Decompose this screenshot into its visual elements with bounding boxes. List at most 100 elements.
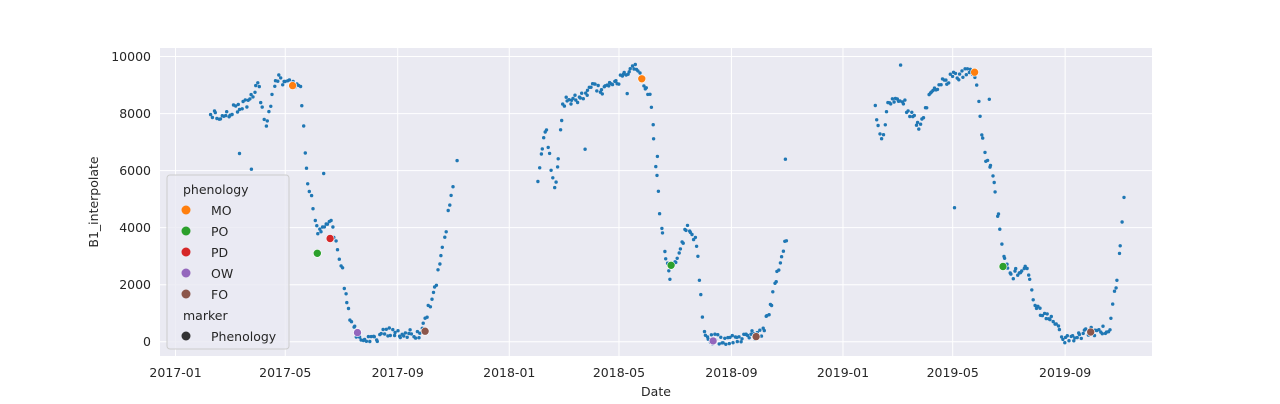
observation-point bbox=[694, 244, 699, 248]
observation-point bbox=[921, 116, 926, 120]
observation-point bbox=[564, 95, 568, 99]
legend-swatch-fo bbox=[181, 289, 191, 299]
observation-point bbox=[769, 303, 774, 308]
observation-point bbox=[384, 327, 388, 331]
observation-point bbox=[573, 93, 577, 97]
observation-point bbox=[554, 180, 558, 184]
y-tick-label: 2000 bbox=[119, 277, 151, 292]
legend-label-po: PO bbox=[211, 224, 229, 239]
x-tick-label: 2018-09 bbox=[705, 365, 757, 380]
observation-point bbox=[1120, 220, 1124, 224]
observation-point bbox=[912, 113, 916, 118]
observation-point bbox=[668, 277, 672, 281]
phenology-points bbox=[288, 67, 1095, 346]
observation-point bbox=[569, 102, 573, 106]
observation-point bbox=[273, 84, 277, 89]
observation-point bbox=[260, 105, 264, 109]
observation-point bbox=[269, 104, 273, 109]
observation-point bbox=[549, 168, 553, 172]
legend-label-fo: FO bbox=[211, 287, 228, 302]
observation-point bbox=[405, 335, 409, 339]
observation-point bbox=[335, 248, 340, 252]
observation-point bbox=[925, 106, 929, 110]
plot-background bbox=[160, 48, 1152, 356]
observation-point bbox=[664, 257, 668, 261]
y-tick-label: 10000 bbox=[111, 49, 151, 64]
observation-point bbox=[699, 292, 703, 297]
observation-point bbox=[413, 336, 418, 340]
observation-point bbox=[614, 79, 618, 83]
observation-point bbox=[248, 97, 252, 101]
observation-point bbox=[898, 63, 903, 67]
observation-point bbox=[316, 232, 320, 236]
observation-point bbox=[425, 315, 429, 319]
observation-point bbox=[1023, 264, 1027, 268]
observation-point bbox=[329, 218, 333, 223]
observation-point bbox=[403, 331, 408, 335]
observation-point bbox=[1054, 322, 1058, 326]
observation-point bbox=[224, 113, 228, 118]
observation-point bbox=[337, 257, 341, 261]
observation-point bbox=[331, 225, 335, 229]
phenology-point-ow bbox=[708, 336, 718, 346]
phenology-point-mo bbox=[637, 74, 647, 84]
observation-point bbox=[655, 173, 659, 178]
observation-point bbox=[1065, 334, 1070, 338]
observation-point bbox=[213, 110, 217, 115]
observation-point bbox=[279, 76, 283, 80]
observation-point bbox=[346, 306, 351, 311]
observation-point bbox=[210, 115, 215, 120]
observation-point bbox=[693, 235, 698, 240]
observation-point bbox=[759, 334, 764, 338]
observation-point bbox=[567, 98, 571, 102]
observation-point bbox=[735, 339, 739, 344]
observation-point bbox=[978, 114, 982, 119]
observation-point bbox=[555, 165, 560, 169]
observation-point bbox=[784, 239, 789, 243]
observation-point bbox=[917, 127, 921, 131]
observation-point bbox=[438, 262, 442, 266]
observation-point bbox=[1056, 324, 1061, 328]
observation-point bbox=[649, 105, 654, 110]
observation-point bbox=[1025, 266, 1029, 271]
observation-point bbox=[254, 83, 258, 88]
observation-point bbox=[965, 67, 970, 71]
observation-point bbox=[372, 335, 376, 339]
observation-point bbox=[975, 83, 979, 87]
observation-point bbox=[600, 92, 604, 96]
observation-point bbox=[878, 132, 882, 136]
observation-point bbox=[1000, 242, 1004, 246]
observation-point bbox=[980, 133, 984, 137]
observation-point bbox=[1059, 335, 1064, 339]
observation-point bbox=[340, 266, 345, 270]
legend-entries: MO PO PD OW FO bbox=[181, 203, 233, 302]
observation-point bbox=[981, 136, 985, 140]
observation-point bbox=[651, 137, 656, 141]
observation-point bbox=[950, 74, 955, 79]
observation-point bbox=[281, 83, 285, 87]
observation-point bbox=[1072, 339, 1076, 343]
observation-point bbox=[1031, 298, 1035, 302]
observation-point bbox=[303, 151, 307, 155]
observation-point bbox=[259, 100, 263, 105]
observation-point bbox=[998, 227, 1002, 231]
observation-point bbox=[622, 70, 626, 75]
observation-point bbox=[1079, 336, 1084, 341]
observation-point bbox=[396, 329, 400, 333]
legend-swatch-mo bbox=[181, 205, 191, 215]
observation-point bbox=[1097, 328, 1101, 332]
observation-point bbox=[1118, 244, 1122, 248]
y-tick-label: 0 bbox=[143, 334, 151, 349]
observation-point bbox=[408, 328, 412, 332]
observation-point bbox=[636, 69, 640, 73]
observation-point bbox=[1038, 306, 1042, 310]
phenology-point-mo bbox=[970, 67, 979, 77]
observation-point bbox=[610, 82, 615, 87]
y-tick-label: 6000 bbox=[119, 163, 151, 178]
observation-point bbox=[728, 335, 732, 340]
y-axis-ticks: 0 2000 4000 6000 8000 10000 bbox=[111, 49, 151, 349]
observation-point bbox=[642, 84, 646, 88]
phenology-point-po bbox=[312, 249, 322, 258]
observation-point bbox=[418, 331, 422, 335]
observation-point bbox=[245, 105, 249, 109]
